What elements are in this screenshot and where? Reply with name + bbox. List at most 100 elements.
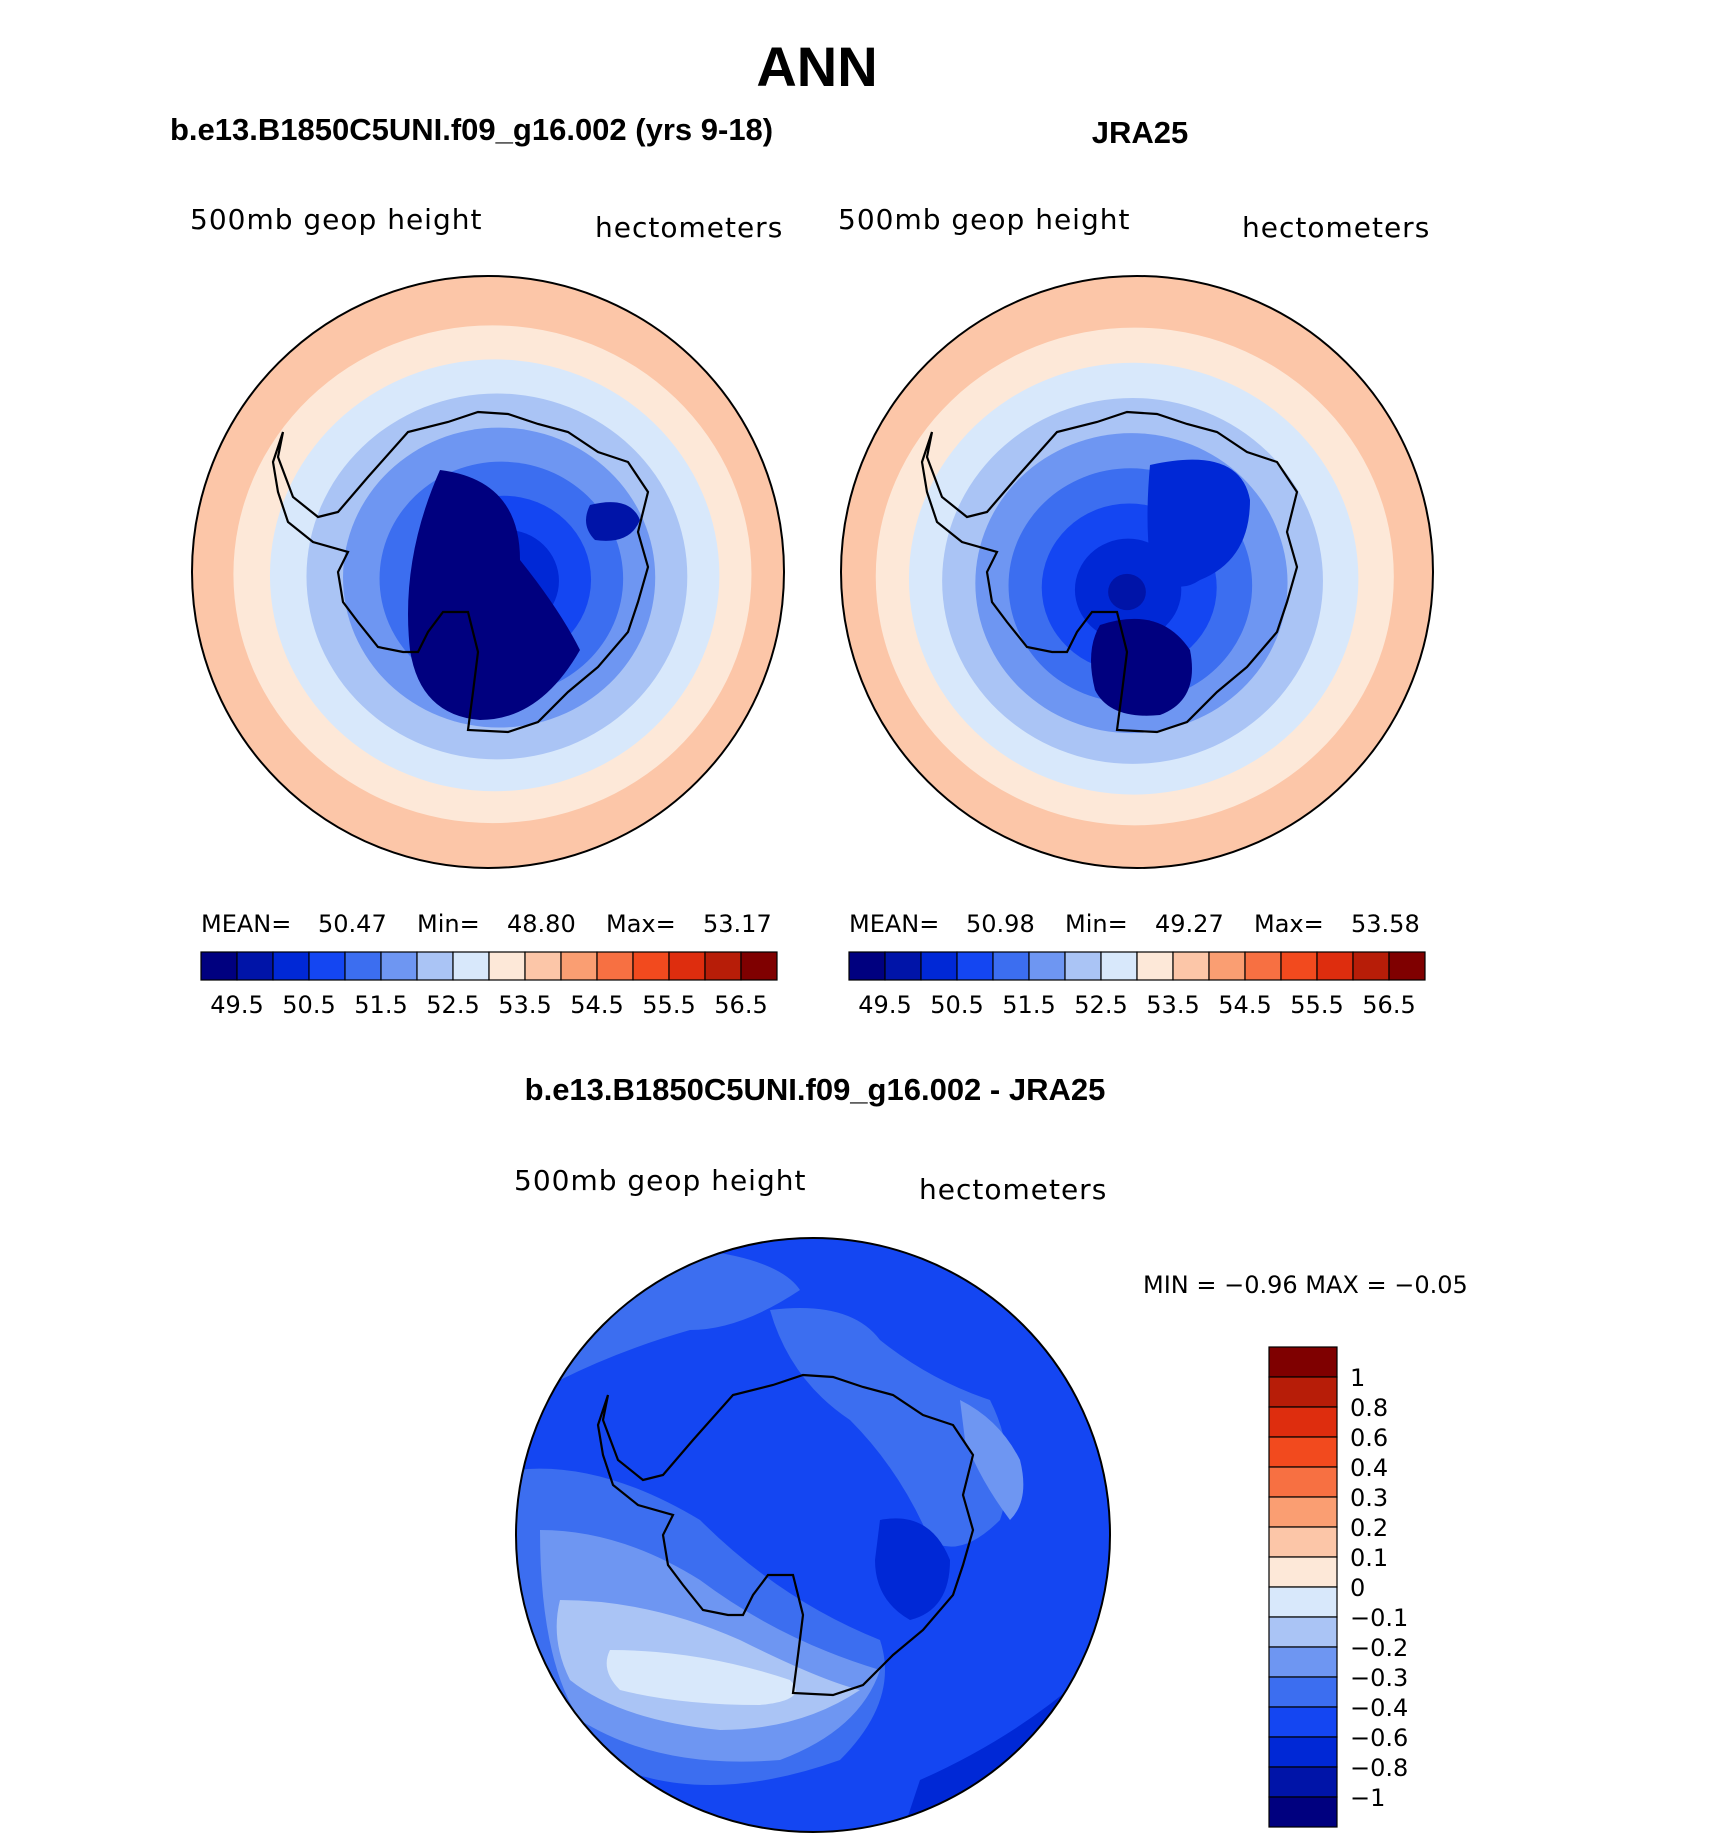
diff-left-label: 500mb geop height [514, 1164, 806, 1197]
obs-min-value: 49.27 [1155, 910, 1224, 938]
obs-colorbar-tick-label: 55.5 [1290, 991, 1343, 1019]
diff-colorbar-swatch [1268, 1466, 1338, 1498]
diff-map-border [515, 1237, 1111, 1833]
obs-contour-blob [1091, 618, 1192, 716]
diff-colorbar-tick-label: 0.3 [1350, 1484, 1388, 1512]
obs-colorbar-swatch [1208, 951, 1246, 981]
model-colorbar-swatch [344, 951, 382, 981]
model-colorbar-swatch [596, 951, 634, 981]
model-contour-fills [191, 275, 785, 869]
model-colorbar-swatch [632, 951, 670, 981]
diff-band [960, 1400, 1024, 1520]
diff-colorbar-swatch [1268, 1796, 1338, 1828]
model-map-border [191, 275, 785, 869]
diff-colorbar-tick-label: 0 [1350, 1574, 1365, 1602]
diff-colorbar-tick-label: 0.2 [1350, 1514, 1388, 1542]
obs-max-label: Max= [1254, 910, 1324, 938]
diff-colorbar-swatch [1268, 1736, 1338, 1768]
model-mean-label: MEAN= [201, 910, 291, 938]
model-left-label: 500mb geop height [190, 203, 482, 236]
model-colorbar-swatch [200, 951, 238, 981]
model-contour-blob [408, 470, 580, 720]
model-colorbar-swatch [524, 951, 562, 981]
obs-colorbar-tick-label: 52.5 [1074, 991, 1127, 1019]
obs-colorbar-swatch [1352, 951, 1390, 981]
obs-contour-band [1108, 573, 1146, 611]
diff-panel-title: b.e13.B1850C5UNI.f09_g16.002 - JRA25 [525, 1072, 1106, 1107]
obs-colorbar-swatch [1172, 951, 1210, 981]
obs-colorbar-swatch [1280, 951, 1318, 981]
diff-colorbar-tick-label: −0.2 [1350, 1634, 1408, 1662]
colorbars: 49.5 50.5 51.5 52.5 53.5 54.5 55.5 56.5 49.5 50.5… [200, 951, 1426, 1828]
obs-colorbar-swatch [1064, 951, 1102, 981]
diff-band [875, 1518, 950, 1620]
diff-colorbar-swatch [1268, 1436, 1338, 1468]
model-colorbar-swatch [668, 951, 706, 981]
diff-colorbar-swatch [1268, 1406, 1338, 1438]
obs-panel-title: JRA25 [1092, 115, 1189, 150]
diff-colorbar-swatch [1268, 1676, 1338, 1708]
diff-colorbar-tick-label: 0.6 [1350, 1424, 1388, 1452]
obs-colorbar-swatch [1028, 951, 1066, 981]
diff-colorbar-tick-label: −0.3 [1350, 1664, 1408, 1692]
obs-colorbar-tick-label: 50.5 [930, 991, 983, 1019]
obs-colorbar-tick-label: 56.5 [1362, 991, 1415, 1019]
obs-map-border [840, 275, 1434, 869]
model-right-label: hectometers [595, 211, 783, 244]
obs-colorbar-tick-label: 51.5 [1002, 991, 1055, 1019]
obs-colorbar-swatch [884, 951, 922, 981]
model-colorbar-swatch [560, 951, 598, 981]
obs-colorbar-swatch [848, 951, 886, 981]
diff-colorbar-tick-label: 0.8 [1350, 1394, 1388, 1422]
diff-band [606, 1650, 796, 1705]
model-colorbar-swatch [236, 951, 274, 981]
obs-colorbar-swatch [1100, 951, 1138, 981]
model-colorbar-swatch [380, 951, 418, 981]
figure-title: ANN [756, 35, 877, 98]
diff-contour-fills [515, 1237, 1111, 1833]
diff-colorbar-tick-label: −1 [1350, 1784, 1385, 1812]
obs-colorbar-swatch [1388, 951, 1426, 981]
model-colorbar-swatch [416, 951, 454, 981]
diff-colorbar-swatch [1268, 1346, 1338, 1378]
obs-left-label: 500mb geop height [838, 203, 1130, 236]
model-colorbar-swatch [704, 951, 742, 981]
model-colorbar-swatch [488, 951, 526, 981]
model-colorbar-tick-label: 51.5 [354, 991, 407, 1019]
diff-colorbar-tick-label: −0.6 [1350, 1724, 1408, 1752]
diff-right-label: hectometers [919, 1173, 1107, 1206]
model-max-label: Max= [606, 910, 676, 938]
model-colorbar-tick-label: 53.5 [498, 991, 551, 1019]
obs-colorbar-swatch [992, 951, 1030, 981]
diff-colorbar-swatch [1268, 1586, 1338, 1618]
diff-colorbar-tick-label: −0.1 [1350, 1604, 1408, 1632]
obs-min-label: Min= [1065, 910, 1128, 938]
model-colorbar-swatch [308, 951, 346, 981]
diff-colorbar-tick-label: −0.4 [1350, 1694, 1408, 1722]
diff-colorbar-swatch [1268, 1526, 1338, 1558]
obs-colorbar-swatch [1136, 951, 1174, 981]
diff-colorbar-swatch [1268, 1646, 1338, 1678]
obs-max-value: 53.58 [1351, 910, 1420, 938]
obs-colorbar-swatch [920, 951, 958, 981]
model-colorbar-tick-label: 55.5 [642, 991, 695, 1019]
figure-texts: ANN b.e13.B1850C5UNI.f09_g16.002 (yrs 9-1… [170, 35, 1468, 1299]
obs-contour-fills [840, 275, 1434, 869]
diff-colorbar-tick-label: 1 [1350, 1364, 1365, 1392]
obs-colorbar-tick-label: 53.5 [1146, 991, 1199, 1019]
model-min-label: Min= [417, 910, 480, 938]
obs-colorbar-swatch [1316, 951, 1354, 981]
diff-colorbar-swatch [1268, 1496, 1338, 1528]
model-colorbar-swatch [740, 951, 778, 981]
model-max-value: 53.17 [703, 910, 772, 938]
model-colorbar-tick-label: 54.5 [570, 991, 623, 1019]
obs-colorbar-tick-label: 54.5 [1218, 991, 1271, 1019]
model-colorbar-tick-label: 56.5 [714, 991, 767, 1019]
diff-colorbar-swatch [1268, 1556, 1338, 1588]
obs-mean-label: MEAN= [849, 910, 939, 938]
obs-colorbar-tick-label: 49.5 [858, 991, 911, 1019]
diff-colorbar-swatch [1268, 1616, 1338, 1648]
model-mean-value: 50.47 [318, 910, 387, 938]
diff-colorbar-tick-label: 0.4 [1350, 1454, 1388, 1482]
obs-mean-value: 50.98 [966, 910, 1035, 938]
